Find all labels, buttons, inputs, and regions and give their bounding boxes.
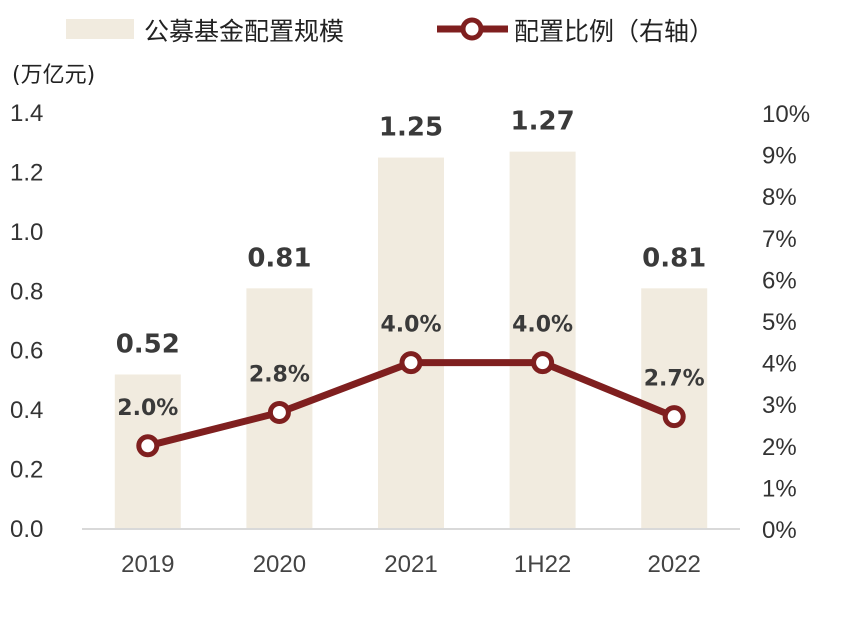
- y-left-tick-label: 1.2: [10, 159, 43, 186]
- line-point: [531, 351, 555, 375]
- y-left-tick-label: 0.0: [10, 516, 43, 543]
- line-point: [662, 405, 686, 429]
- line-point: [267, 401, 291, 425]
- y-left-tick-label: 0.6: [10, 338, 43, 365]
- bar-value-label: 1.25: [379, 113, 443, 143]
- line-value-label: 2.7%: [644, 367, 705, 392]
- line-value-label: 2.8%: [249, 363, 310, 388]
- y-right-tick-label: 2%: [762, 434, 797, 461]
- y-right-axis: 0% 1% 2% 3% 4% 5% 6% 7% 8% 9% 10%: [762, 101, 810, 544]
- x-tick-label: 2022: [648, 551, 701, 578]
- y-left-axis: 0.0 0.2 0.4 0.6 0.8 1.0 1.2 1.4: [10, 100, 43, 543]
- y-left-tick-label: 0.8: [10, 278, 43, 305]
- y-left-tick-label: 0.4: [10, 397, 43, 424]
- line-labels: 2.0% 2.8% 4.0% 4.0% 2.7%: [117, 313, 704, 421]
- line-value-label: 4.0%: [380, 313, 441, 338]
- line-value-label: 4.0%: [512, 313, 573, 338]
- y-right-tick-label: 6%: [762, 267, 797, 294]
- legend: 公募基金配置规模 配置比例（右轴）: [66, 17, 714, 46]
- y-right-tick-label: 8%: [762, 184, 797, 211]
- y-right-tick-label: 1%: [762, 475, 797, 502]
- y-right-tick-label: 4%: [762, 351, 797, 378]
- x-tick-label: 2020: [253, 551, 306, 578]
- line-point: [399, 351, 423, 375]
- x-tick-label: 1H22: [514, 551, 571, 578]
- x-tick-label: 2019: [121, 551, 174, 578]
- y-right-tick-label: 0%: [762, 517, 797, 544]
- line-value-label: 2.0%: [117, 396, 178, 421]
- x-tick-label: 2021: [384, 551, 437, 578]
- x-axis: 2019 2020 2021 1H22 2022: [121, 551, 701, 578]
- legend-bar-label: 公募基金配置规模: [144, 17, 344, 46]
- legend-line-label: 配置比例（右轴）: [514, 17, 714, 46]
- bar-value-label: 0.52: [116, 329, 180, 359]
- line-point: [136, 434, 160, 458]
- y-left-tick-label: 1.4: [10, 100, 43, 127]
- y-right-tick-label: 3%: [762, 392, 797, 419]
- y-right-tick-label: 7%: [762, 226, 797, 253]
- bar-value-label: 0.81: [247, 243, 311, 273]
- bar: [378, 157, 444, 530]
- line-series: [136, 351, 686, 458]
- bar-value-label: 1.27: [511, 107, 575, 137]
- legend-line-marker: [460, 17, 484, 41]
- y-right-tick-label: 5%: [762, 309, 797, 336]
- y-right-tick-label: 10%: [762, 101, 810, 128]
- bar: [509, 151, 576, 529]
- y-left-tick-label: 0.2: [10, 457, 43, 484]
- y-left-unit: (万亿元): [12, 63, 95, 88]
- bar-value-label: 0.81: [642, 243, 706, 273]
- y-left-tick-label: 1.0: [10, 219, 43, 246]
- legend-bar-swatch: [66, 19, 134, 39]
- bar-labels: 0.52 0.81 1.25 1.27 0.81: [116, 107, 707, 360]
- bar-series: [114, 151, 708, 530]
- y-right-tick-label: 9%: [762, 143, 797, 170]
